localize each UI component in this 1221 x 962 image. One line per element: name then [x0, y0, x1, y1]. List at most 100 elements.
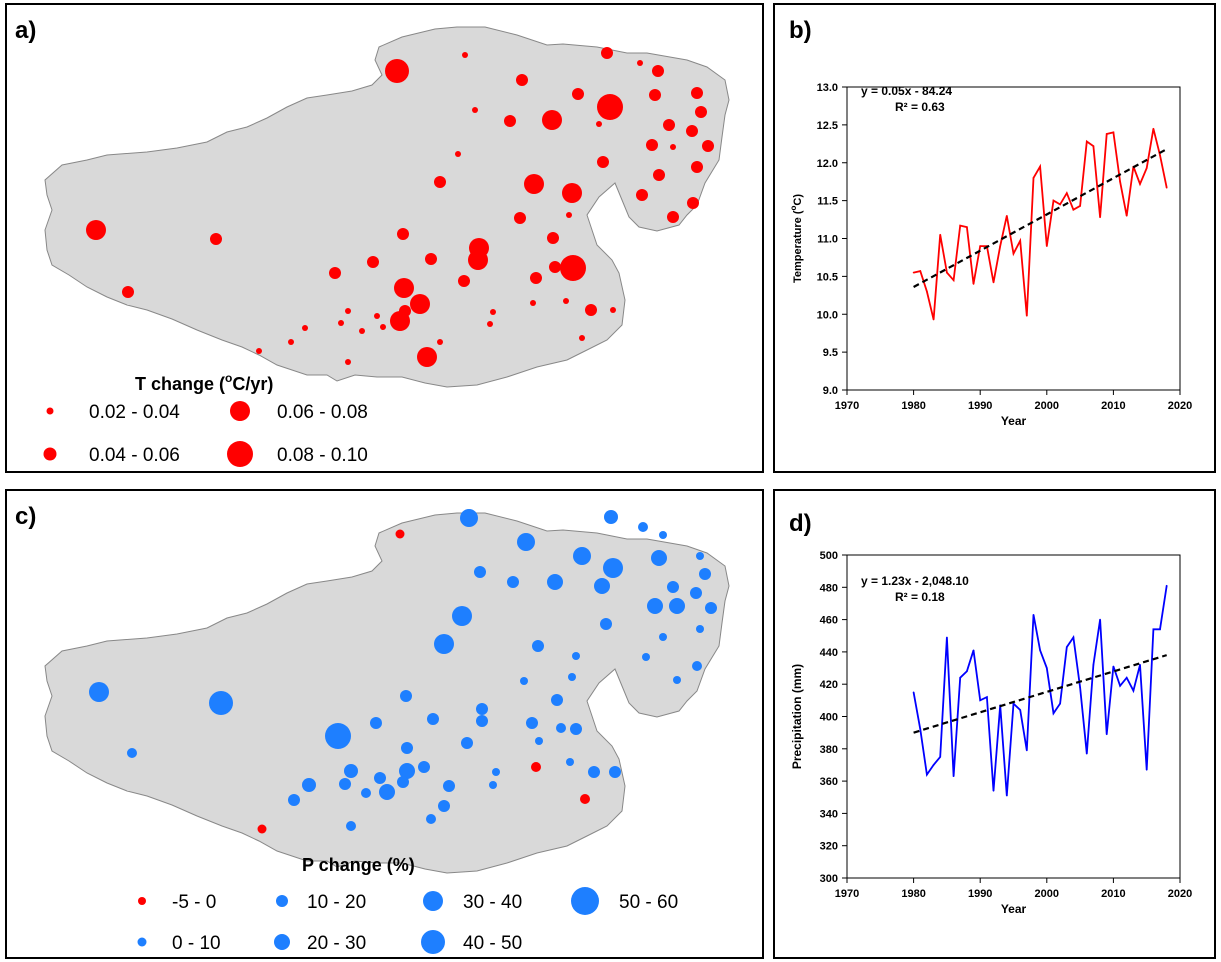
precipitation-station-dot: [690, 587, 702, 599]
y-tick-label: 320: [820, 841, 838, 853]
temperature-station-dot: [702, 140, 714, 152]
legend-label-0.02-0.04: 0.02 - 0.04: [89, 402, 180, 423]
series-point: [972, 649, 975, 652]
precipitation-station-dot: [570, 723, 582, 735]
temperature-station-dot: [572, 88, 584, 100]
series-point: [1099, 618, 1101, 621]
series-point: [992, 281, 995, 284]
series-point: [1132, 689, 1135, 692]
series-point: [1006, 794, 1008, 797]
x-tick-label: 1980: [901, 400, 925, 412]
series-point: [1119, 685, 1121, 687]
temperature-station-dot: [585, 304, 597, 316]
temperature-station-dot: [636, 189, 648, 201]
legend-label-30-40: 30 - 40: [463, 892, 522, 913]
y-axis-label: Temperature (oC): [789, 194, 804, 283]
temperature-station-dot: [425, 253, 437, 265]
precipitation-station-dot: [568, 673, 576, 681]
legend-label-20-30: 20 - 30: [307, 933, 366, 954]
precipitation-station-dot: [588, 766, 600, 778]
precipitation-station-dot: [532, 640, 544, 652]
precipitation-station-dot: [535, 737, 543, 745]
y-tick-label: 11.5: [817, 196, 838, 208]
temperature-station-dot: [410, 294, 430, 314]
x-axis-label: Year: [1001, 414, 1027, 428]
legend-dot-20-30: [274, 934, 290, 950]
temperature-station-dot: [122, 286, 134, 298]
series-point: [986, 696, 988, 698]
temperature-legend-title: T change (oC/yr): [135, 371, 273, 394]
temperature-station-dot: [390, 311, 410, 331]
series-point: [1119, 180, 1121, 183]
precipitation-station-dot: [673, 676, 681, 684]
temperature-station-dot: [516, 74, 528, 86]
precipitation-station-dot: [609, 766, 621, 778]
series-point: [1085, 752, 1088, 755]
trend-line: [913, 148, 1168, 288]
legend-dot-0.02-0.04: [46, 407, 54, 415]
y-tick-label: 9.5: [823, 347, 838, 359]
y-tick-label: 13.0: [817, 82, 838, 94]
series-point: [1059, 702, 1061, 705]
temperature-station-dot: [487, 321, 493, 327]
precipitation-station-dot: [476, 715, 488, 727]
legend-dot-0.06-0.08: [230, 401, 250, 421]
precipitation-station-dot: [346, 821, 356, 831]
temperature-station-dot: [686, 125, 698, 137]
temperature-station-dot: [667, 211, 679, 223]
trend-line: [913, 654, 1168, 734]
series-point: [1145, 768, 1148, 771]
panel-b-temperature-chart: b) 1970 1980 1990 2000 2010 2020 9.0 9.5 10.0 10.…: [773, 3, 1216, 473]
precipitation-station-dot: [361, 788, 371, 798]
precipitation-station-dot: [257, 824, 267, 834]
y-tick-label: 400: [820, 712, 838, 724]
y-tick-label: 460: [820, 615, 838, 627]
legend-dot-0.04-0.06: [43, 447, 57, 461]
y-tick-label: 9.0: [823, 385, 838, 397]
x-tick-label: 2020: [1168, 400, 1192, 412]
temperature-station-dot: [397, 228, 409, 240]
series-point: [1092, 145, 1095, 147]
temperature-station-dot: [670, 144, 676, 150]
series-point: [1079, 686, 1081, 689]
temperature-station-dot: [256, 348, 262, 354]
series-point: [1026, 314, 1028, 317]
temperature-station-dot: [462, 52, 468, 58]
series-point: [1052, 199, 1055, 202]
temperature-station-dot: [86, 220, 106, 240]
series-point: [926, 290, 928, 293]
series-point: [1065, 192, 1068, 194]
temperature-station-dot: [472, 107, 478, 113]
precipitation-station-dot: [705, 602, 717, 614]
series-point: [1165, 584, 1168, 587]
temperature-station-dot: [302, 325, 308, 331]
x-tick-label: 1970: [835, 888, 859, 900]
series-point: [1145, 167, 1148, 169]
series-point: [1105, 733, 1108, 736]
precipitation-station-dot: [572, 652, 580, 660]
series-point: [979, 245, 981, 247]
temperature-station-dot: [610, 307, 616, 313]
temperature-station-dot: [345, 359, 351, 365]
series-point: [1165, 186, 1168, 189]
temperature-station-dot: [560, 255, 586, 281]
series-point: [1026, 749, 1028, 752]
precipitation-station-dot: [418, 761, 430, 773]
series-point: [912, 691, 915, 694]
series-point: [1112, 131, 1115, 134]
series-point: [966, 226, 968, 228]
temperature-station-dot: [338, 320, 344, 326]
precipitation-station-dot: [89, 682, 109, 702]
temperature-station-dot: [490, 309, 496, 315]
plateau-outline: [44, 512, 730, 874]
temperature-station-dot: [695, 106, 707, 118]
series-point: [1032, 177, 1035, 179]
legend-label-0.04-0.06: 0.04 - 0.06: [89, 445, 180, 466]
precipitation-station-dots: [89, 509, 717, 834]
temperature-station-dot: [597, 156, 609, 168]
temperature-station-dot: [563, 298, 569, 304]
x-tick-label: 1990: [968, 400, 992, 412]
series-point: [1112, 665, 1115, 668]
series-point: [959, 224, 962, 227]
series-point: [1019, 709, 1021, 711]
